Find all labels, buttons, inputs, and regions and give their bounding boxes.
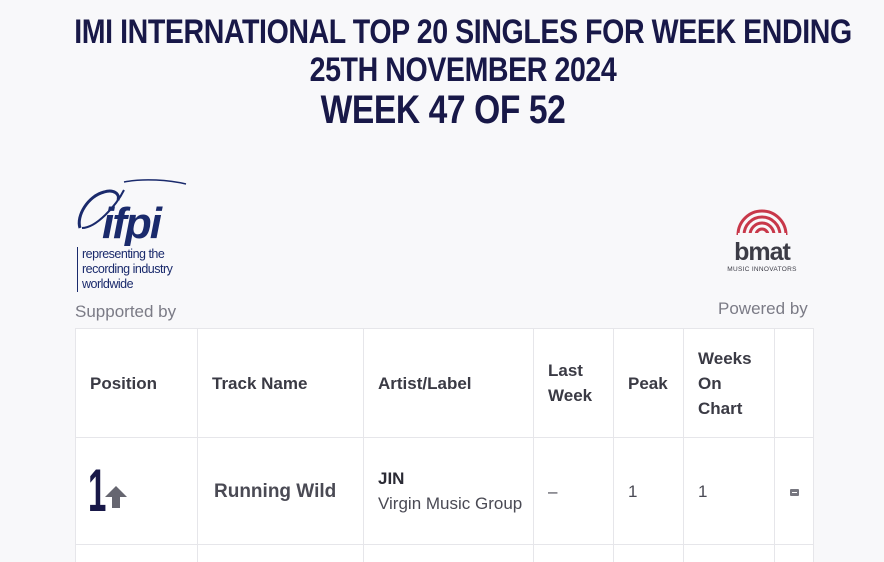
last-week-value: –	[533, 437, 614, 545]
peak-value: 1	[613, 437, 684, 545]
media-icon[interactable]	[790, 488, 799, 496]
header-media	[774, 328, 814, 438]
bmat-tagline: MUSIC INNOVATORS	[727, 266, 797, 273]
header-track-name[interactable]: Track Name	[197, 328, 364, 438]
ifpi-logo: ifpi representing the recording industry…	[74, 176, 188, 296]
artist-label-cell: JIN Virgin Music Group	[363, 437, 534, 545]
media-cell[interactable]	[774, 437, 814, 545]
bmat-logo: bmat MUSIC INNOVATORS	[724, 195, 800, 277]
supported-by-caption: Supported by	[75, 302, 177, 321]
chart-table: Position Track Name Artist/Label Last We…	[75, 328, 814, 562]
title-line-1: IMI International Top 20 Singles for Wee…	[74, 13, 852, 51]
ifpi-tagline: representing the recording industry worl…	[77, 247, 173, 292]
artist-name[interactable]: JIN	[378, 469, 405, 488]
position-number: 1	[88, 457, 107, 524]
bmat-rings-icon	[736, 209, 788, 237]
position-cell: 1	[75, 437, 198, 545]
up-arrow-icon	[105, 486, 127, 508]
label-name: Virgin Music Group	[378, 494, 523, 513]
ifpi-wordmark-icon: ifpi	[77, 179, 187, 246]
weeks-on-chart-value: 1	[683, 437, 775, 545]
table-header-row: Position Track Name Artist/Label Last We…	[75, 328, 814, 438]
header-position[interactable]: Position	[75, 328, 198, 438]
powered-by-caption: Powered by	[718, 299, 808, 318]
header-artist-label[interactable]: Artist/Label	[363, 328, 534, 438]
header-peak[interactable]: Peak	[613, 328, 684, 438]
header-last-week[interactable]: Last Week	[533, 328, 614, 438]
header-weeks-on-chart[interactable]: Weeks On Chart	[683, 328, 775, 438]
bmat-wordmark: bmat	[734, 238, 791, 266]
svg-text:ifpi: ifpi	[102, 199, 163, 246]
title-line-3: Week 47 of 52	[320, 88, 566, 132]
table-row[interactable]: 1 Running Wild JIN Virgin Music Group – …	[75, 437, 814, 545]
title-line-2: 25th November 2024	[309, 51, 617, 89]
table-row	[75, 544, 814, 562]
track-name[interactable]: Running Wild	[197, 437, 364, 545]
